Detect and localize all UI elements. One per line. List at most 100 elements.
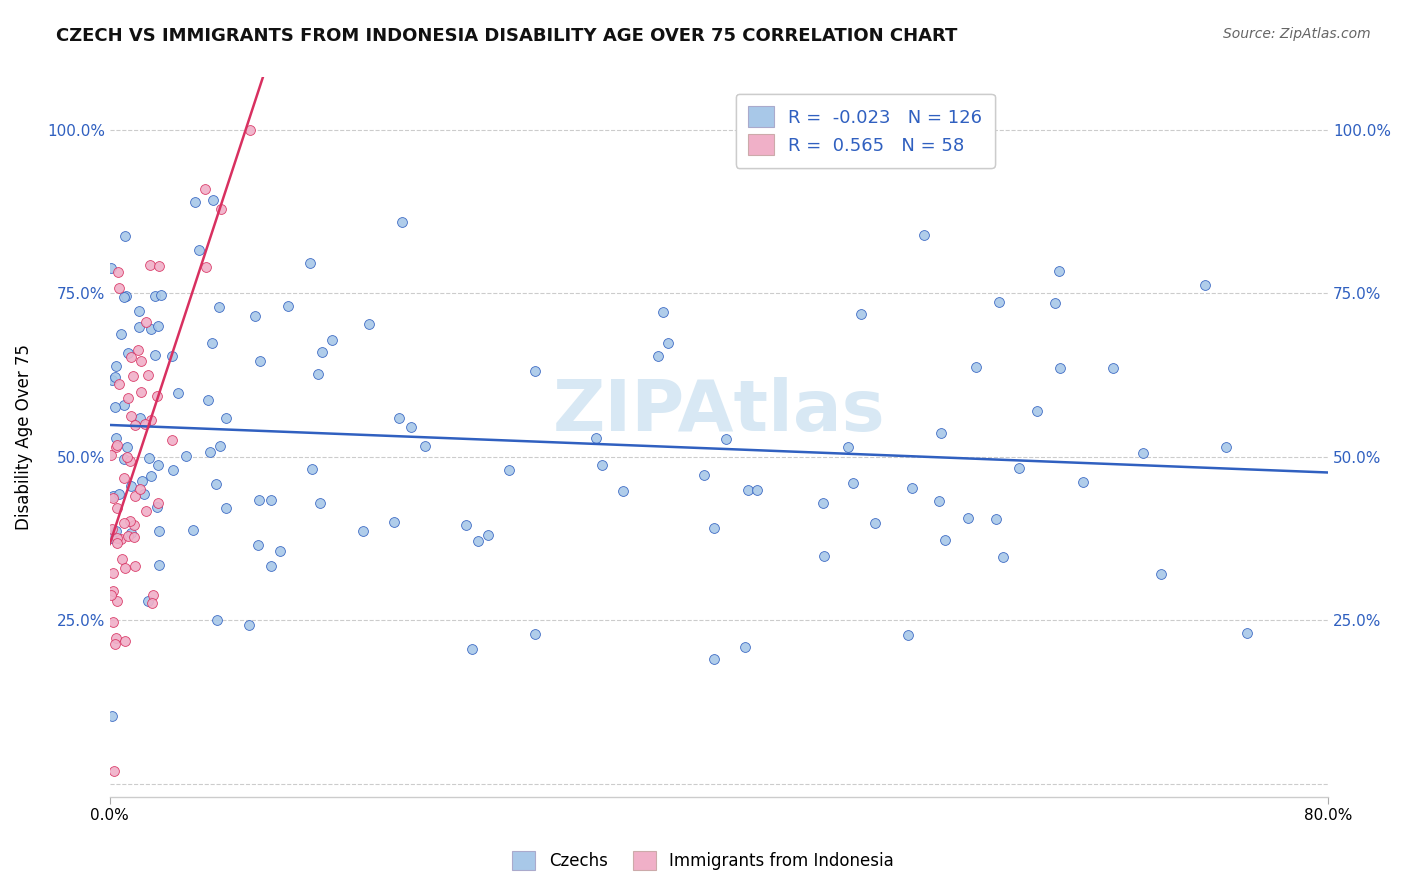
Point [1194,277,1216,292]
Point [176,449,198,463]
Point [128,320,150,334]
Point [142,588,165,602]
Text: ZIPAtlas: ZIPAtlas [553,377,886,446]
Point [477,528,499,542]
Point [117,391,139,405]
Point [104,638,127,652]
Point [399,419,422,434]
Point [104,401,127,415]
Point [105,535,128,549]
Legend: Czechs, Immigrants from Indonesia: Czechs, Immigrants from Indonesia [505,844,901,877]
Point [148,524,170,538]
Point [912,227,935,242]
Point [128,483,150,497]
Point [129,384,152,399]
Point [118,454,141,468]
Point [454,517,477,532]
Point [957,511,980,525]
Point [277,299,299,313]
Text: Source: ZipAtlas.com: Source: ZipAtlas.com [1223,27,1371,41]
Point [112,290,135,304]
Point [352,524,374,539]
Point [131,475,153,489]
Point [260,559,283,574]
Point [129,410,152,425]
Point [101,490,124,504]
Point [120,409,142,424]
Point [1026,404,1049,418]
Point [100,260,122,275]
Point [183,195,205,210]
Point [117,346,139,360]
Point [100,448,122,462]
Point [122,368,145,383]
Point [124,489,146,503]
Point [209,202,232,216]
Point [120,514,142,528]
Point [1150,567,1173,582]
Point [591,458,613,472]
Point [194,260,217,274]
Point [988,295,1011,310]
Y-axis label: Disability Age Over 75: Disability Age Over 75 [15,344,32,530]
Point [103,764,125,778]
Point [813,549,835,563]
Point [104,631,127,645]
Point [986,512,1008,526]
Point [208,300,231,314]
Point [391,215,413,229]
Point [929,426,952,441]
Point [837,440,859,454]
Point [299,255,322,269]
Point [117,529,139,543]
Point [100,588,122,602]
Point [897,628,920,642]
Point [143,289,166,303]
Point [138,450,160,465]
Point [745,483,768,497]
Point [714,432,737,446]
Point [110,532,132,546]
Point [107,265,129,279]
Point [127,343,149,358]
Point [842,475,865,490]
Point [523,627,546,641]
Point [197,392,219,407]
Point [146,495,169,509]
Point [1008,460,1031,475]
Point [498,463,520,477]
Point [104,359,127,373]
Point [135,316,157,330]
Point [461,642,484,657]
Point [103,584,125,599]
Point [120,350,142,364]
Point [117,440,139,454]
Point [136,594,159,608]
Point [260,492,283,507]
Point [100,374,122,388]
Legend: R =  -0.023   N = 126, R =  0.565   N = 58: R = -0.023 N = 126, R = 0.565 N = 58 [735,94,994,168]
Point [734,640,756,654]
Point [134,487,156,501]
Point [104,524,127,538]
Point [249,354,271,368]
Point [134,417,156,431]
Point [737,483,759,498]
Point [215,411,238,425]
Point [108,487,131,501]
Point [1101,360,1123,375]
Point [101,522,124,536]
Point [245,310,267,324]
Point [148,558,170,573]
Point [1132,446,1154,460]
Point [201,335,224,350]
Point [124,418,146,433]
Point [146,500,169,515]
Point [200,445,222,459]
Point [194,182,217,196]
Point [146,388,169,402]
Point [205,613,228,627]
Point [467,534,489,549]
Point [139,321,162,335]
Point [301,462,323,476]
